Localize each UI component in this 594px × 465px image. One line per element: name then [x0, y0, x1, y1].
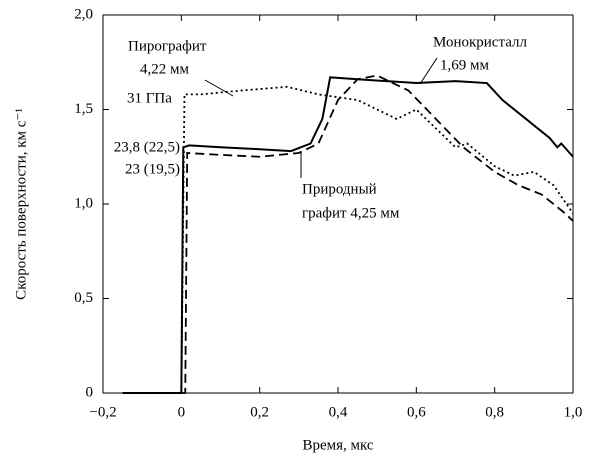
annotation: Монокристалл — [433, 34, 527, 50]
annotation: Природный — [302, 181, 377, 197]
annotation: Пирографит — [128, 38, 207, 54]
x-tick-label: 0,8 — [485, 404, 504, 420]
series-line — [180, 85, 574, 394]
leader-line — [419, 57, 438, 85]
annotation: 23,8 (22,5) — [114, 139, 180, 155]
annotation: графит 4,25 мм — [302, 205, 400, 221]
y-tick-label: 0 — [86, 384, 94, 400]
x-tick-label: −0,2 — [89, 404, 116, 420]
x-tick-label: 0,4 — [329, 404, 348, 420]
x-axis-label: Время, мкс — [302, 437, 373, 453]
y-axis-label: Скорость поверхности, км с⁻¹ — [13, 108, 29, 300]
annotation: 23 (19,5) — [125, 161, 180, 177]
x-tick-label: 1,0 — [564, 404, 583, 420]
annotation: 1,69 мм — [440, 57, 489, 73]
annotation: 4,22 мм — [140, 61, 189, 77]
annotation: 31 ГПа — [127, 90, 172, 106]
y-tick-label: 0,5 — [74, 290, 93, 306]
series-line — [122, 76, 574, 394]
leader-line — [204, 79, 234, 97]
y-tick-label: 1,5 — [74, 101, 93, 117]
x-tick-label: 0,2 — [250, 404, 269, 420]
x-tick-label: 0,6 — [407, 404, 426, 420]
y-tick-label: 1,0 — [74, 195, 93, 211]
y-tick-label: 2,0 — [74, 6, 93, 22]
series-line — [181, 74, 574, 394]
x-tick-label: 0 — [178, 404, 186, 420]
